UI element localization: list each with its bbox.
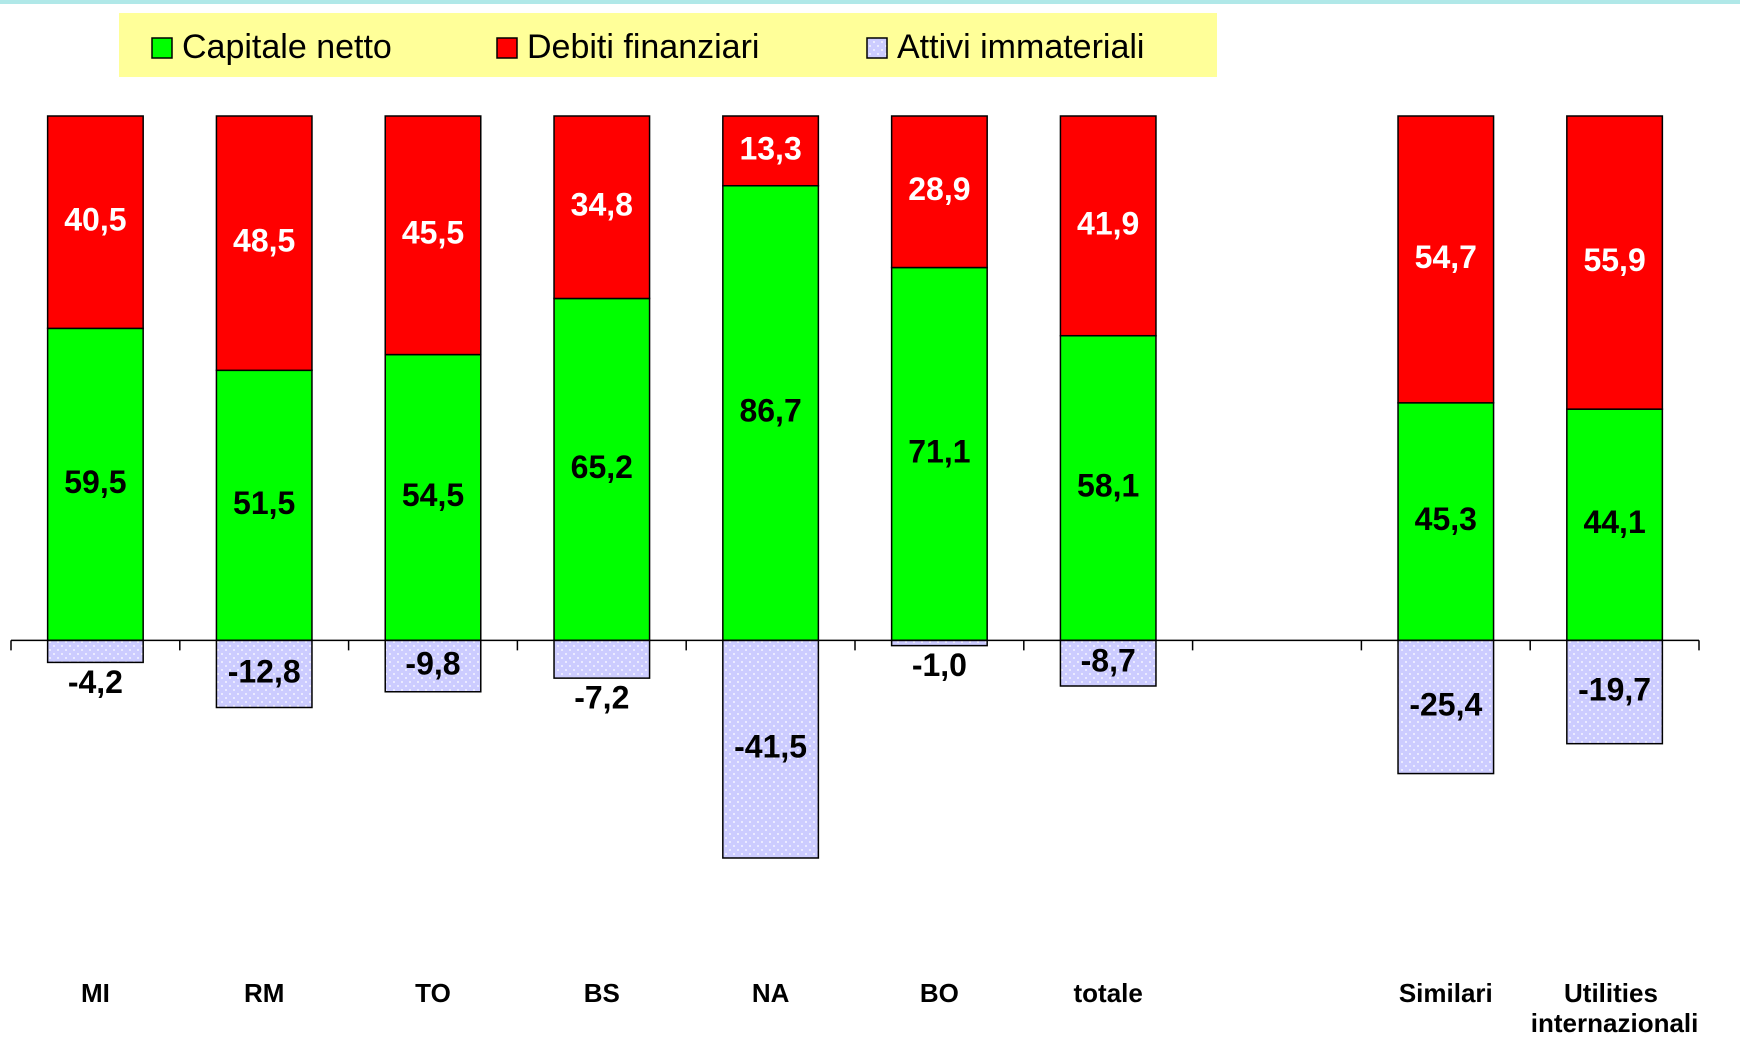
x-tick-label: MI xyxy=(81,978,110,1008)
x-tick-label: BO xyxy=(920,978,959,1008)
bar-segment xyxy=(215,115,313,372)
bar-segment xyxy=(384,115,482,356)
legend-label: Capitale netto xyxy=(182,28,392,66)
x-tick-label: RM xyxy=(244,978,284,1008)
legend-swatch xyxy=(866,37,888,59)
value-label: 45,3 xyxy=(1415,501,1477,537)
legend-label: Debiti finanziari xyxy=(527,28,759,66)
bar-segment xyxy=(1059,334,1157,642)
legend-label: Attivi immateriali xyxy=(897,28,1144,66)
bar-segment xyxy=(1397,402,1495,642)
bar-segment xyxy=(553,115,651,300)
value-label: 65,2 xyxy=(571,449,633,485)
value-label: -9,8 xyxy=(405,646,460,682)
bar-segment xyxy=(1566,408,1664,642)
value-label: -19,7 xyxy=(1578,671,1651,707)
legend-swatch xyxy=(496,37,518,59)
value-label: 86,7 xyxy=(739,393,801,429)
value-label: 13,3 xyxy=(739,130,801,166)
legend-swatch xyxy=(151,37,173,59)
legend-box xyxy=(119,13,1217,77)
value-label: 45,5 xyxy=(402,215,464,251)
bar-segment xyxy=(890,115,988,269)
bar-segment xyxy=(215,369,313,642)
value-label: 28,9 xyxy=(908,171,970,207)
bar-segment xyxy=(553,639,651,679)
value-label: 34,8 xyxy=(571,187,633,223)
value-label: -7,2 xyxy=(574,680,629,716)
bar-segment xyxy=(1397,639,1495,775)
bar-segment xyxy=(384,639,482,693)
value-label: 40,5 xyxy=(64,202,126,238)
value-label: 44,1 xyxy=(1583,504,1645,540)
bar-segment xyxy=(1059,115,1157,337)
x-tick-label: NA xyxy=(752,978,790,1008)
value-label: 59,5 xyxy=(64,464,126,500)
bar-segment xyxy=(384,353,482,642)
bar-segment xyxy=(1059,639,1157,687)
bar-segment xyxy=(1566,639,1664,745)
value-label: -4,2 xyxy=(68,664,123,700)
value-label: 71,1 xyxy=(908,433,970,469)
bar-segment xyxy=(890,639,988,647)
value-label: -12,8 xyxy=(228,653,301,689)
bar-segment xyxy=(46,115,144,330)
bar-segment xyxy=(722,184,820,642)
value-label: -41,5 xyxy=(734,729,807,765)
x-tick-label: BS xyxy=(584,978,620,1008)
value-label: -1,0 xyxy=(912,647,967,683)
bar-segment xyxy=(46,327,144,642)
value-label: -25,4 xyxy=(1409,686,1482,722)
value-label: -8,7 xyxy=(1081,643,1136,679)
value-label: 54,7 xyxy=(1415,239,1477,275)
bar-segment xyxy=(722,639,820,859)
bar-segment xyxy=(722,115,820,187)
x-tick-label: totale xyxy=(1074,978,1143,1008)
bar-segment xyxy=(1397,115,1495,404)
bar-segment xyxy=(890,266,988,642)
x-tick-label: Utilities internazionali xyxy=(1531,978,1699,1038)
bar-segment xyxy=(46,639,144,664)
value-label: 48,5 xyxy=(233,223,295,259)
bar-segment xyxy=(1566,115,1664,410)
bar-segment xyxy=(215,639,313,709)
value-label: 58,1 xyxy=(1077,467,1139,503)
x-tick-label: TO xyxy=(415,978,451,1008)
value-label: 54,5 xyxy=(402,477,464,513)
value-label: 41,9 xyxy=(1077,205,1139,241)
x-tick-label: Similari xyxy=(1399,978,1493,1008)
value-label: 55,9 xyxy=(1583,242,1645,278)
bar-segment xyxy=(553,297,651,642)
value-label: 51,5 xyxy=(233,485,295,521)
